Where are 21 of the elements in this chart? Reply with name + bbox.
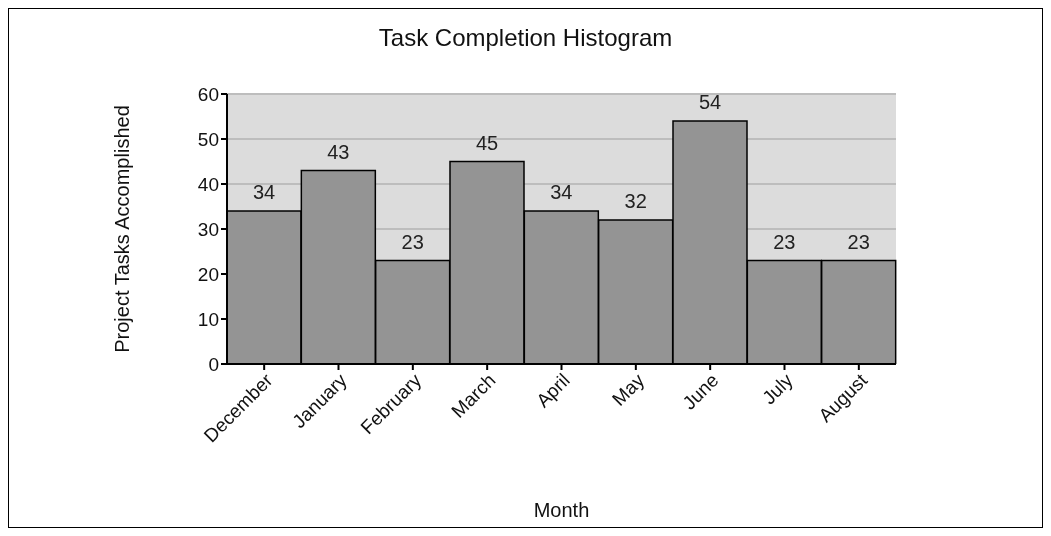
y-tick-label: 0 [208, 353, 219, 375]
y-tick-label: 50 [197, 128, 219, 150]
y-tick-label: 20 [197, 263, 219, 285]
y-tick-label: 60 [197, 83, 219, 105]
data-label: 45 [475, 131, 499, 154]
y-axis-title: Project Tasks Accomplished [111, 105, 134, 353]
data-label: 23 [401, 230, 424, 253]
y-tick-label: 10 [197, 308, 219, 330]
data-label: 34 [252, 181, 276, 203]
y-tick-label: 40 [197, 173, 219, 195]
data-label: 23 [773, 230, 796, 253]
data-label: 34 [550, 181, 573, 203]
data-label: 43 [327, 140, 350, 163]
x-tick-label: May [607, 369, 649, 410]
data-label: 23 [847, 230, 870, 253]
chart-title: Task Completion Histogram [377, 23, 674, 53]
data-label: 32 [624, 190, 647, 212]
y-tick-label: 30 [197, 218, 219, 240]
x-axis-title: Month [533, 499, 590, 521]
data-label: 54 [698, 91, 722, 113]
x-tick-label: July [758, 369, 798, 409]
